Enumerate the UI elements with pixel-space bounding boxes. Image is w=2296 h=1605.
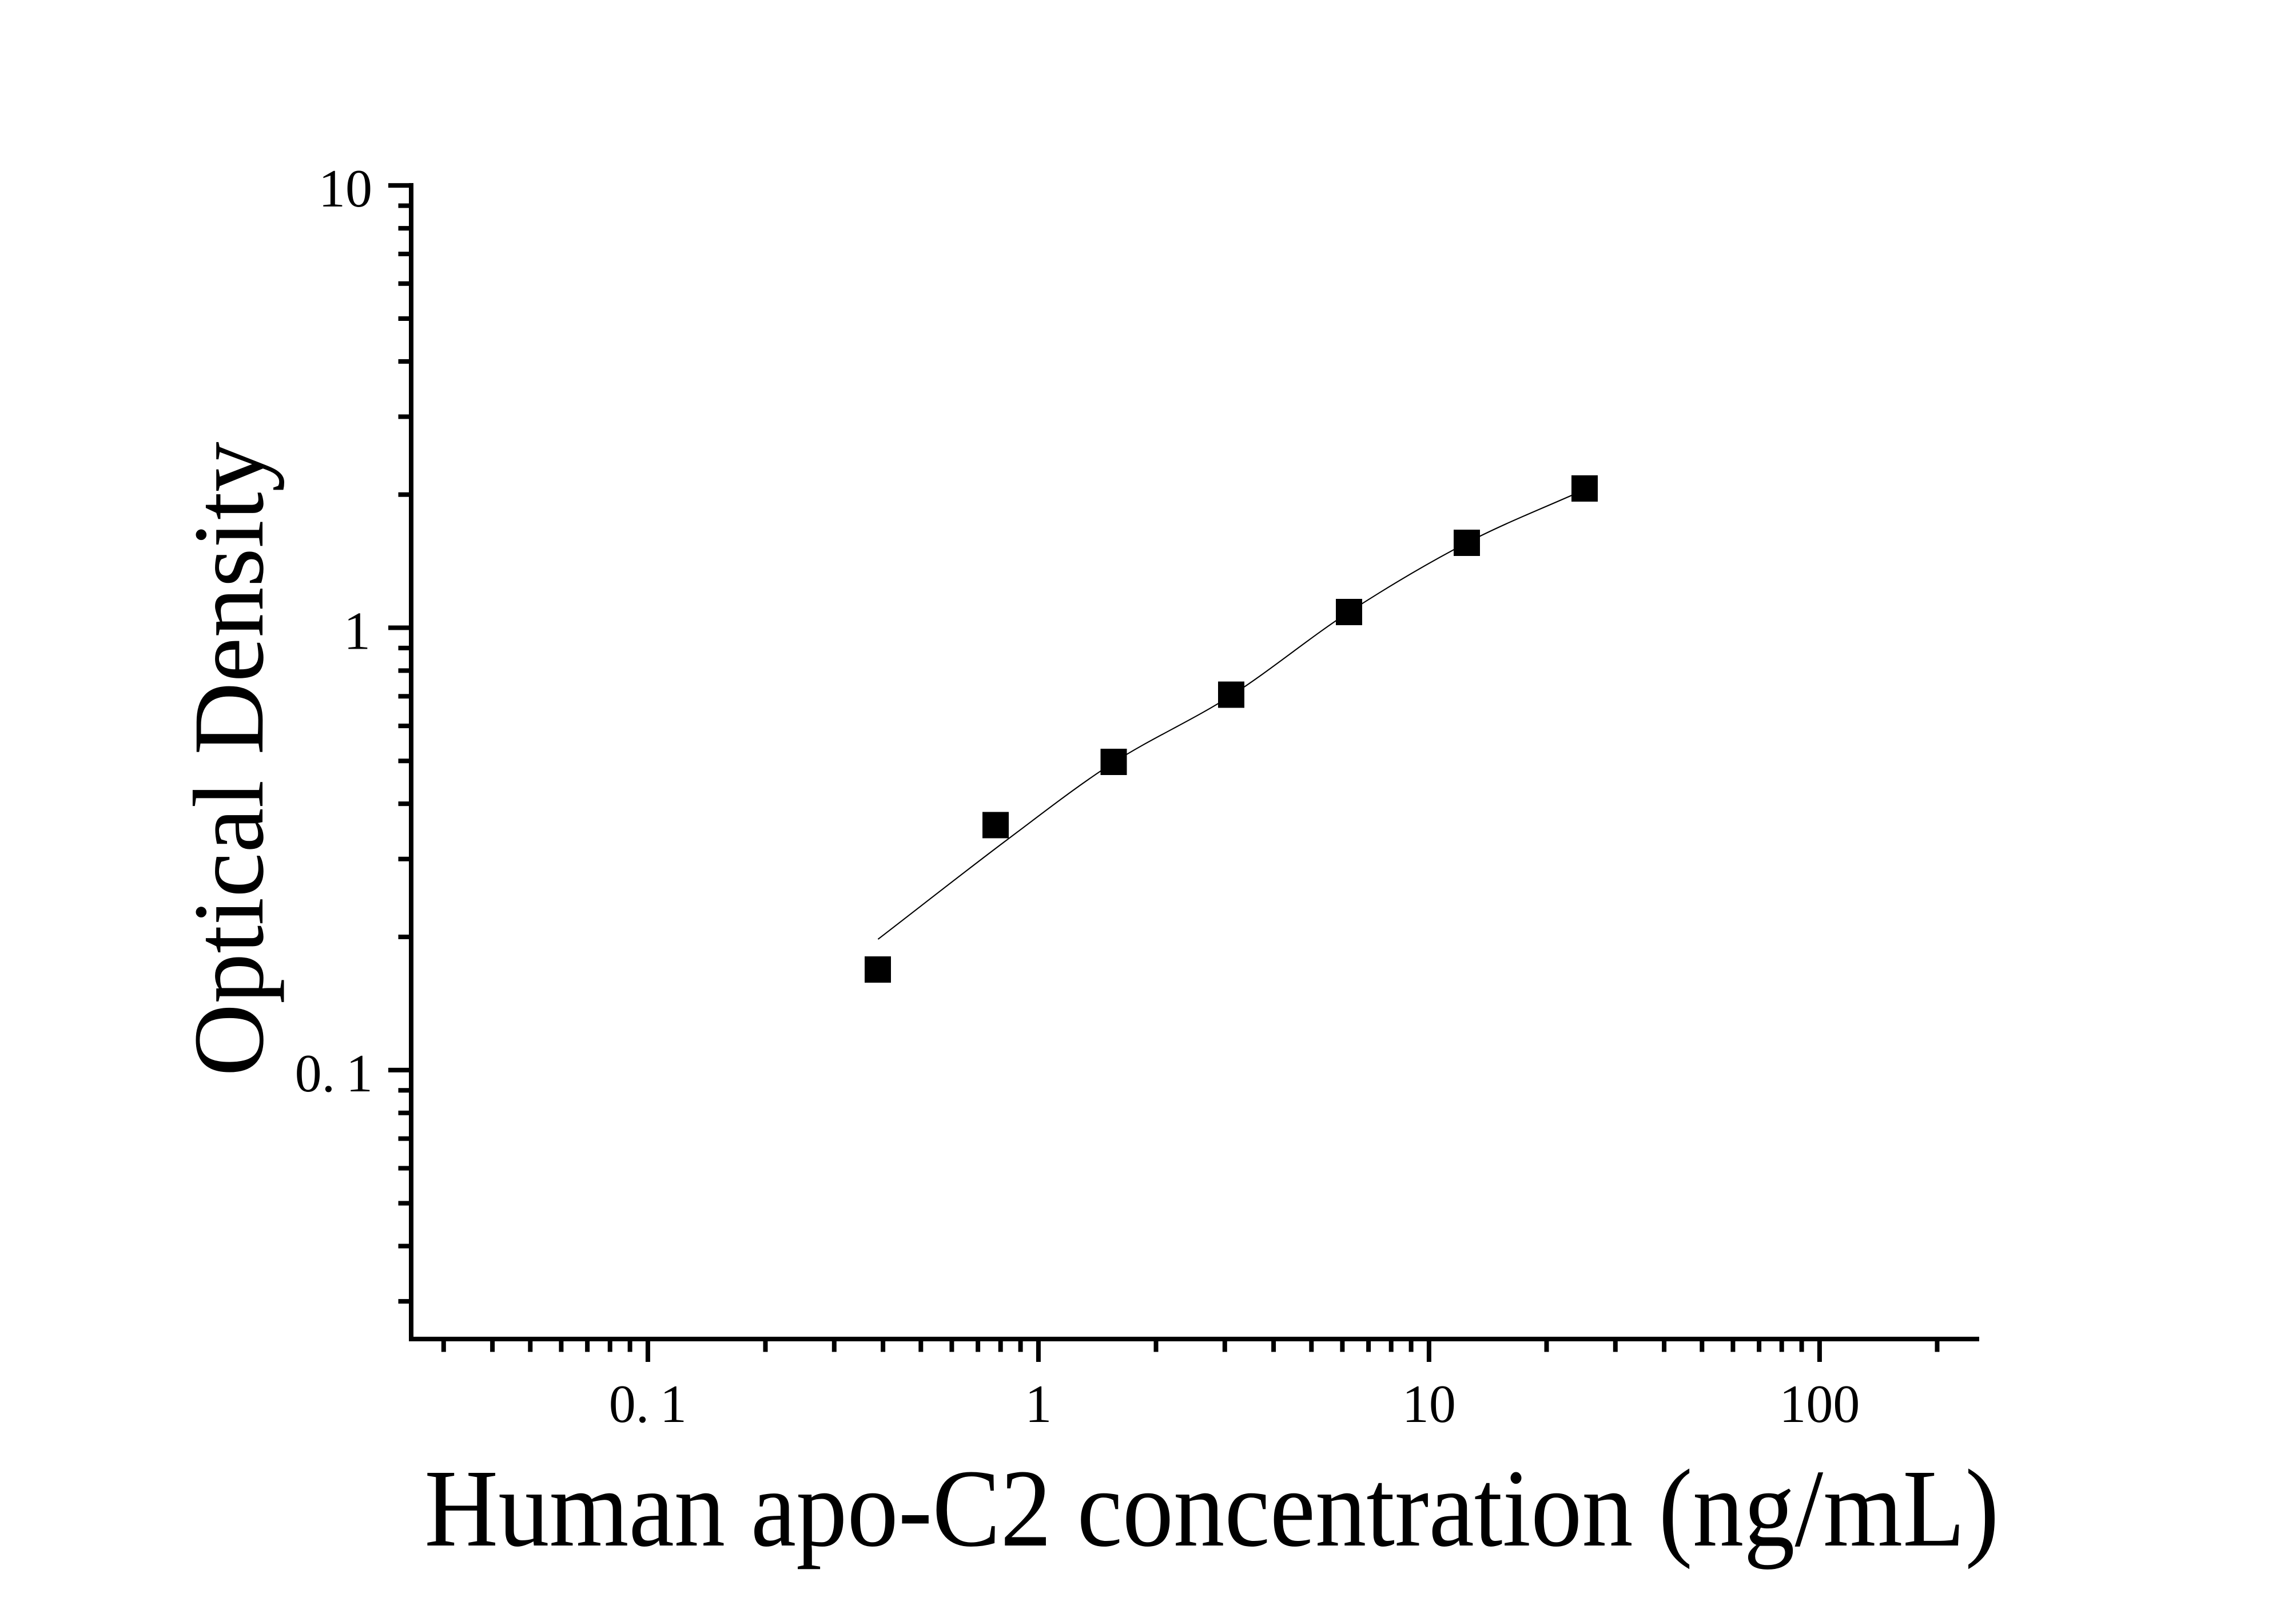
svg-text:1: 1 (344, 602, 371, 661)
svg-text:1: 1 (1025, 1374, 1052, 1434)
svg-text:10: 10 (319, 159, 372, 218)
svg-text:Optical Density: Optical Density (173, 442, 285, 1076)
svg-text:100: 100 (1779, 1374, 1860, 1434)
svg-text:10: 10 (1402, 1374, 1456, 1434)
svg-text:0. 1: 0. 1 (295, 1044, 373, 1103)
svg-text:0. 1: 0. 1 (609, 1374, 687, 1434)
svg-text:Human apo-C2 concentration (ng: Human apo-C2 concentration (ng/mL) (424, 1447, 1999, 1570)
